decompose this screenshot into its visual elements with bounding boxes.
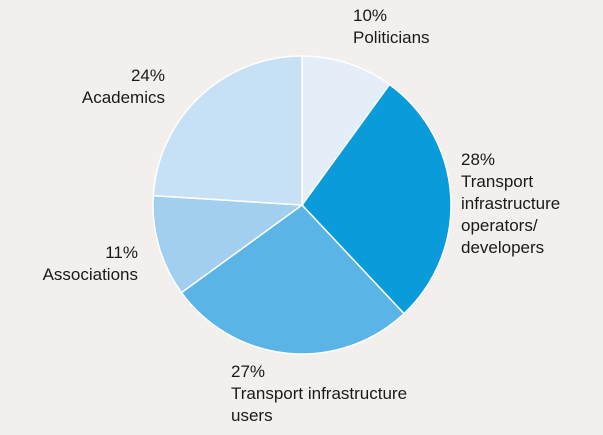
pie-slice: [152, 194, 305, 294]
category-label: Associations: [42, 265, 138, 284]
slice-label: 27% Transport infrastructure users: [231, 361, 411, 427]
percent-label: 27%: [231, 362, 266, 381]
pie-slice: [180, 204, 406, 355]
slice-label: 10% Politicians: [353, 5, 493, 49]
slice-label: 24% Academics: [0, 65, 165, 109]
percent-label: 11%: [105, 243, 138, 262]
percent-label: 24%: [130, 66, 165, 85]
pie-slice: [152, 55, 303, 206]
category-label: Transport infrastructure operators/ deve…: [461, 172, 561, 257]
slice-label: 28% Transport infrastructure operators/ d…: [461, 149, 601, 259]
category-label: Politicians: [353, 28, 430, 47]
percent-label: 10%: [353, 6, 388, 25]
slice-label: 11% Associations: [0, 242, 138, 286]
pie-slice: [301, 55, 391, 208]
category-label: Academics: [81, 88, 165, 107]
percent-label: 28%: [461, 150, 496, 169]
category-label: Transport infrastructure users: [231, 384, 408, 425]
pie-slice: [301, 83, 452, 315]
